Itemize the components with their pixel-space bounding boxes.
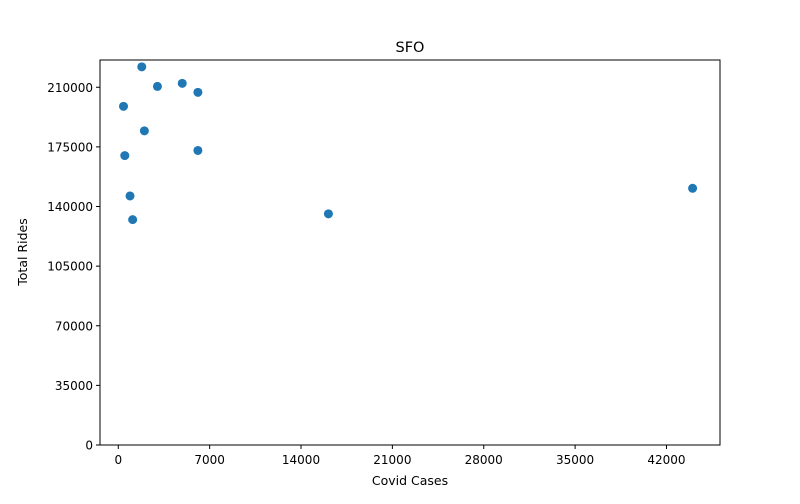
scatter-point: [688, 183, 698, 193]
y-tick-label: 0: [85, 439, 93, 453]
x-axis: 0 7000 14000 21000 28000 35000 42000: [114, 445, 686, 467]
x-axis-label: Covid Cases: [372, 473, 448, 488]
scatter-point: [120, 151, 130, 161]
plot-area: [99, 59, 721, 446]
y-tick-label: 175000: [47, 140, 93, 154]
y-tick-label: 140000: [47, 200, 93, 214]
y-tick-label: 70000: [55, 319, 93, 333]
scatter-point: [323, 209, 333, 219]
x-tick-label: 28000: [465, 453, 503, 467]
plot-frame: [99, 59, 721, 446]
x-tick-label: 42000: [647, 453, 685, 467]
scatter-point: [137, 62, 147, 72]
y-tick-label: 210000: [47, 81, 93, 95]
y-tick-label: 35000: [55, 379, 93, 393]
chart-title: SFO: [396, 40, 425, 56]
scatter-point: [152, 81, 162, 91]
scatter-point: [139, 126, 149, 136]
scatter-point: [193, 87, 203, 97]
scatter-point: [118, 101, 128, 111]
y-axis-label: Total Rides: [15, 218, 30, 286]
scatter-point: [177, 78, 187, 88]
scatter-point: [125, 191, 135, 201]
x-tick-label: 35000: [556, 453, 594, 467]
y-axis: 0 35000 70000 105000 140000 175000 210000: [47, 81, 100, 453]
scatter-point: [193, 145, 203, 155]
y-tick-label: 105000: [47, 260, 93, 274]
x-tick-label: 7000: [194, 453, 225, 467]
x-tick-label: 0: [114, 453, 122, 467]
data-points: [118, 62, 698, 225]
x-tick-label: 14000: [282, 453, 320, 467]
x-tick-label: 21000: [373, 453, 411, 467]
scatter-point: [128, 215, 138, 225]
